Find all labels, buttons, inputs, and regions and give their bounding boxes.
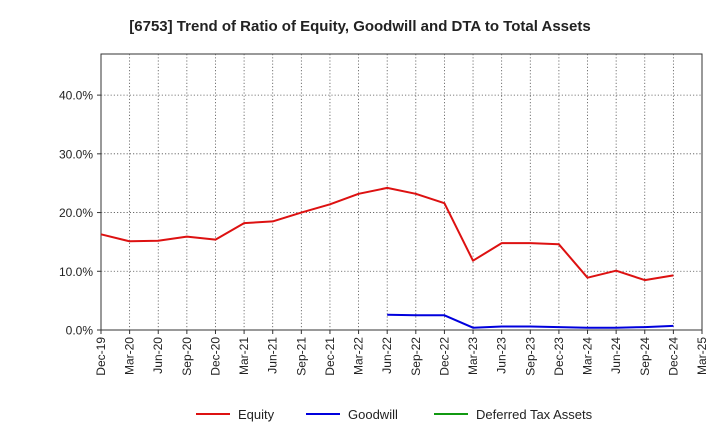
legend-label: Deferred Tax Assets <box>476 407 593 422</box>
x-tick-label: Jun-21 <box>266 337 280 374</box>
series-equity <box>100 186 674 282</box>
series-line <box>387 313 674 329</box>
x-tick-label: Mar-23 <box>466 337 480 375</box>
x-tick-label: Mar-21 <box>237 337 251 375</box>
x-tick-label: Sep-21 <box>294 337 308 376</box>
x-tick-label: Dec-20 <box>208 337 222 376</box>
x-tick-label: Dec-19 <box>94 337 108 376</box>
x-tick-label: Sep-24 <box>638 337 652 376</box>
x-tick-label: Dec-24 <box>666 337 680 376</box>
legend-label: Goodwill <box>348 407 398 422</box>
chart-title: [6753] Trend of Ratio of Equity, Goodwil… <box>129 18 590 35</box>
x-tick-label: Jun-22 <box>380 337 394 374</box>
series-lines <box>100 186 674 329</box>
x-axis-ticks: Dec-19 Mar-20 Jun-20 Sep-20 Dec-20 Mar-21 Jun-… <box>94 330 709 376</box>
y-tick-label: 20.0% <box>59 206 93 220</box>
x-tick-label: Dec-22 <box>437 337 451 376</box>
x-tick-label: Mar-22 <box>352 337 366 375</box>
legend-label: Equity <box>238 407 275 422</box>
y-tick-label: 40.0% <box>59 89 93 103</box>
x-tick-label: Mar-25 <box>695 337 709 375</box>
x-tick-label: Dec-23 <box>552 337 566 376</box>
x-tick-label: Sep-23 <box>523 337 537 376</box>
x-tick-label: Dec-21 <box>323 337 337 376</box>
y-tick-label: 0.0% <box>66 324 94 338</box>
series-goodwill <box>387 313 674 329</box>
legend: Equity Goodwill Deferred Tax Assets <box>196 407 593 422</box>
x-tick-label: Jun-20 <box>151 337 165 374</box>
y-tick-label: 10.0% <box>59 265 93 279</box>
legend-item: Goodwill <box>306 407 398 422</box>
x-tick-label: Mar-24 <box>581 337 595 375</box>
x-tick-label: Mar-20 <box>123 337 137 375</box>
series-line <box>100 186 674 282</box>
y-tick-label: 30.0% <box>59 147 93 161</box>
x-tick-label: Jun-23 <box>495 337 509 374</box>
x-tick-label: Sep-22 <box>409 337 423 376</box>
gridlines <box>101 54 702 330</box>
legend-item: Equity <box>196 407 275 422</box>
y-axis-ticks: 0.0% 10.0% 20.0% 30.0% 40.0% <box>59 89 101 338</box>
legend-item: Deferred Tax Assets <box>434 407 593 422</box>
plot-area <box>100 53 703 331</box>
x-tick-label: Jun-24 <box>609 337 623 374</box>
x-tick-label: Sep-20 <box>180 337 194 376</box>
